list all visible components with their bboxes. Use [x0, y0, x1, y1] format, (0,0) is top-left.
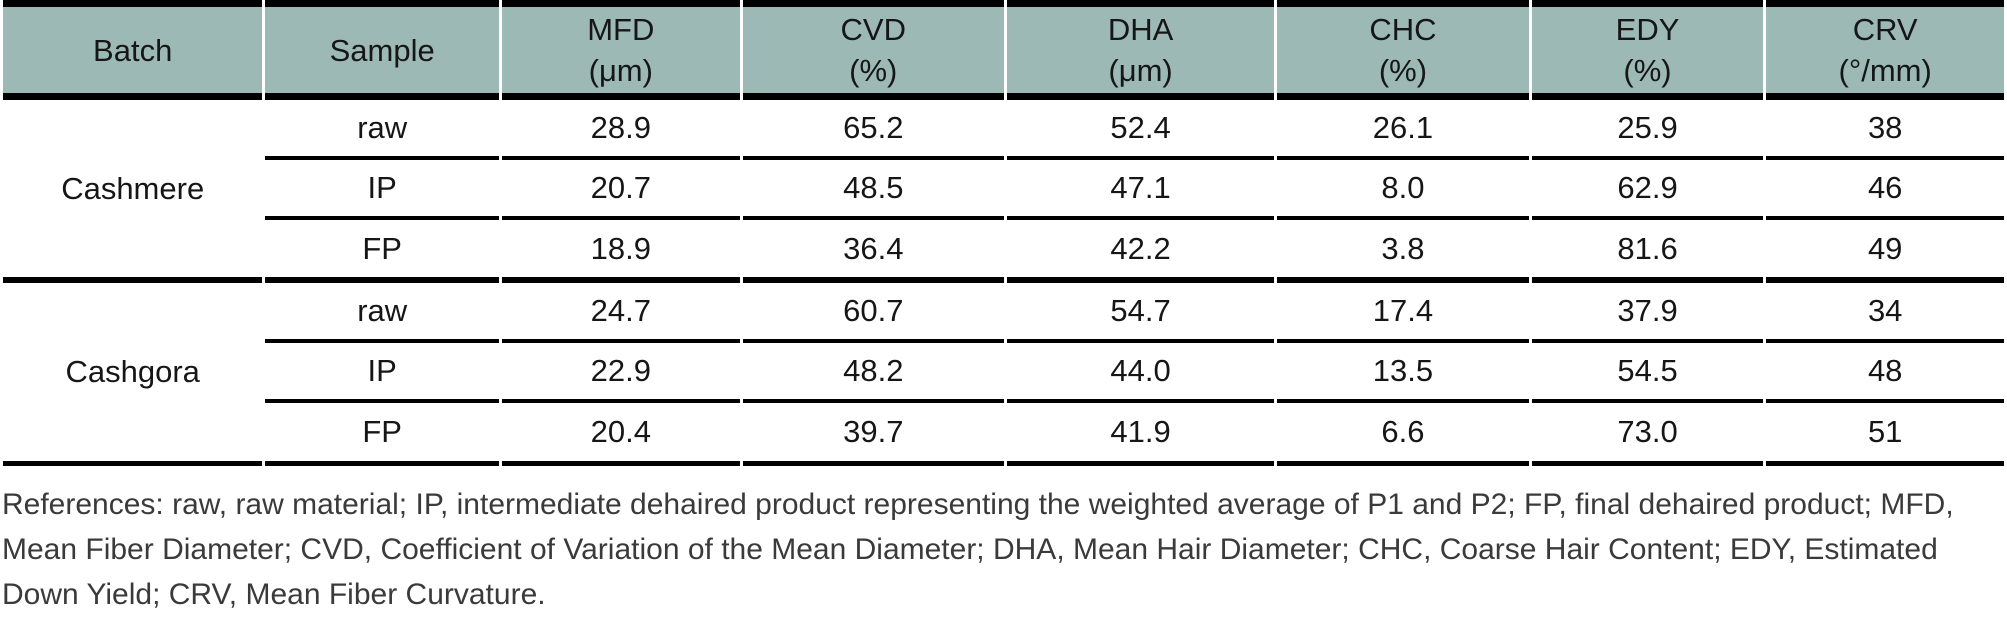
value-cell-mfd: 24.7: [502, 283, 740, 343]
col-header-sample: Sample: [265, 0, 499, 100]
col-header-batch: Batch: [3, 0, 263, 100]
value-cell-dha: 52.4: [1006, 100, 1275, 160]
value-cell-crv: 48: [1766, 343, 2004, 403]
value-cell-edy: 37.9: [1531, 283, 1764, 343]
value-cell-dha: 41.9: [1006, 403, 1275, 466]
col-header-unit: (%): [1623, 53, 1672, 88]
value-cell-edy: 62.9: [1531, 160, 1764, 220]
sample-cell: IP: [265, 343, 499, 403]
value-cell-crv: 38: [1766, 100, 2004, 160]
value-cell-crv: 49: [1766, 220, 2004, 283]
col-header-unit: (μm): [1108, 53, 1173, 88]
value-cell-mfd: 18.9: [502, 220, 740, 283]
col-header-edy: EDY (%): [1531, 0, 1764, 100]
col-header-label: Batch: [93, 32, 173, 68]
value-cell-mfd: 20.4: [502, 403, 740, 466]
value-cell-mfd: 20.7: [502, 160, 740, 220]
value-cell-cvd: 39.7: [742, 403, 1004, 466]
value-cell-cvd: 65.2: [742, 100, 1004, 160]
value-cell-cvd: 48.5: [742, 160, 1004, 220]
value-cell-crv: 51: [1766, 403, 2004, 466]
fiber-properties-table: Batch Sample MFD (μm) CVD (%) DHA (μ: [3, 0, 2004, 466]
value-cell-chc: 17.4: [1277, 283, 1529, 343]
value-cell-chc: 8.0: [1277, 160, 1529, 220]
value-cell-edy: 25.9: [1531, 100, 1764, 160]
col-header-label: DHA: [1107, 12, 1174, 47]
table-row-cashmere-ip: IP 20.7 48.5 47.1 8.0 62.9 46: [3, 160, 2004, 220]
value-cell-chc: 3.8: [1277, 220, 1529, 283]
value-cell-crv: 46: [1766, 160, 2004, 220]
sample-cell: raw: [265, 100, 499, 160]
value-cell-chc: 6.6: [1277, 403, 1529, 466]
value-cell-edy: 73.0: [1531, 403, 1764, 466]
value-cell-crv: 34: [1766, 283, 2004, 343]
value-cell-chc: 13.5: [1277, 343, 1529, 403]
batch-cell-cashmere: Cashmere: [3, 100, 263, 283]
col-header-label: MFD: [587, 12, 655, 47]
col-header-mfd: MFD (μm): [502, 0, 740, 100]
sample-cell: FP: [265, 220, 499, 283]
col-header-label: CVD: [840, 12, 906, 47]
col-header-cvd: CVD (%): [742, 0, 1004, 100]
table-row-cashgora-fp: FP 20.4 39.7 41.9 6.6 73.0 51: [3, 403, 2004, 466]
col-header-unit: (%): [849, 53, 898, 88]
value-cell-cvd: 48.2: [742, 343, 1004, 403]
table-row-cashgora-ip: IP 22.9 48.2 44.0 13.5 54.5 48: [3, 343, 2004, 403]
batch-cell-cashgora: Cashgora: [3, 283, 263, 466]
col-header-unit: (μm): [588, 53, 653, 88]
col-header-crv: CRV (°/mm): [1766, 0, 2004, 100]
sample-cell: raw: [265, 283, 499, 343]
table-footnote: References: raw, raw material; IP, inter…: [2, 488, 1954, 611]
sample-cell: FP: [265, 403, 499, 466]
col-header-label: Sample: [329, 32, 435, 68]
value-cell-dha: 47.1: [1006, 160, 1275, 220]
value-cell-mfd: 28.9: [502, 100, 740, 160]
value-cell-dha: 54.7: [1006, 283, 1275, 343]
col-header-chc: CHC (%): [1277, 0, 1529, 100]
value-cell-edy: 54.5: [1531, 343, 1764, 403]
value-cell-edy: 81.6: [1531, 220, 1764, 283]
col-header-unit: (%): [1378, 53, 1428, 88]
value-cell-dha: 44.0: [1006, 343, 1275, 403]
table-row-cashgora-raw: Cashgora raw 24.7 60.7 54.7 17.4 37.9 34: [3, 283, 2004, 466]
sample-cell: IP: [265, 160, 499, 220]
value-cell-cvd: 60.7: [742, 283, 1004, 343]
col-header-unit: (°/mm): [1838, 53, 1932, 88]
value-cell-dha: 42.2: [1006, 220, 1275, 283]
col-header-label: CRV: [1852, 12, 1918, 47]
table-row-cashmere-fp: FP 18.9 36.4 42.2 3.8 81.6 49: [3, 220, 2004, 283]
value-cell-chc: 26.1: [1277, 100, 1529, 160]
col-header-label: EDY: [1615, 12, 1680, 47]
header-row: Batch Sample MFD (μm) CVD (%) DHA (μ: [3, 0, 2004, 100]
value-cell-mfd: 22.9: [502, 343, 740, 403]
col-header-dha: DHA (μm): [1006, 0, 1275, 100]
col-header-label: CHC: [1369, 12, 1437, 47]
table-row-cashmere-raw: Cashmere raw 28.9 65.2 52.4 26.1 25.9 38: [3, 100, 2004, 283]
value-cell-cvd: 36.4: [742, 220, 1004, 283]
